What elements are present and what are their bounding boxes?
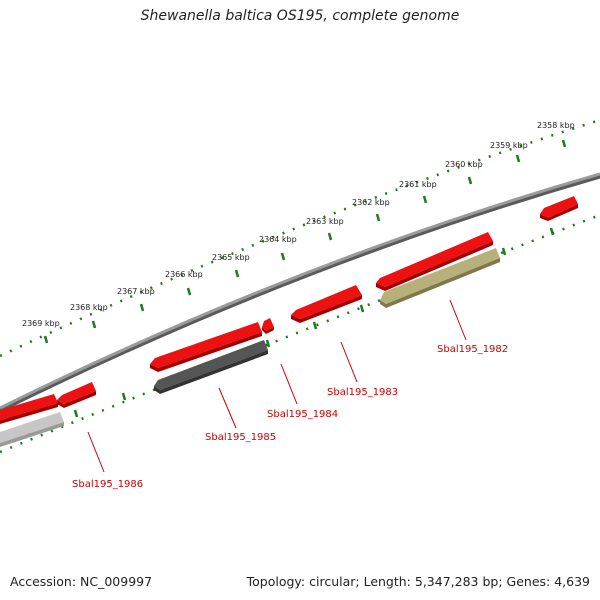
gene-reverse-1982[interactable] <box>380 248 500 308</box>
accession-text: Accession: NC_009997 <box>10 574 153 589</box>
gene-label-1986[interactable]: Sbal195_1986 <box>72 479 143 490</box>
tick-label-2368: 2368 kbp <box>70 303 108 312</box>
gene-label-1983[interactable]: Sbal195_1983 <box>327 387 398 398</box>
tick-label-2366: 2366 kbp <box>165 270 203 279</box>
gene-forward-1982-strip[interactable] <box>376 232 493 291</box>
gene-reverse-1986[interactable] <box>0 412 64 447</box>
tick-label-2361: 2361 kbp <box>399 180 437 189</box>
genome-backbone <box>0 172 600 410</box>
tick-label-2365: 2365 kbp <box>212 253 250 262</box>
tick-label-2358: 2358 kbp <box>537 121 575 130</box>
tick-label-2363: 2363 kbp <box>306 217 344 226</box>
leader-line-1986 <box>87 431 105 473</box>
gene-label-1985[interactable]: Sbal195_1985 <box>205 432 276 443</box>
gene-forward-1983[interactable] <box>291 285 362 323</box>
tick-label-2360: 2360 kbp <box>445 160 483 169</box>
leader-line-1984 <box>280 363 298 405</box>
tick-label-2369: 2369 kbp <box>22 319 60 328</box>
leader-line-1983 <box>340 341 358 383</box>
tick-label-2359: 2359 kbp <box>490 141 528 150</box>
tick-label-2362: 2362 kbp <box>352 198 390 207</box>
outer-major-ticks <box>43 139 567 344</box>
leader-line-1982 <box>449 299 467 341</box>
gene-label-1984[interactable]: Sbal195_1984 <box>267 409 338 420</box>
gene-reverse-1985[interactable] <box>154 340 268 394</box>
tick-label-2364: 2364 kbp <box>259 235 297 244</box>
leader-line-1985 <box>218 387 237 429</box>
map-title: Shewanella baltica OS195, complete genom… <box>140 8 460 24</box>
gene-forward-left-b[interactable] <box>0 394 58 424</box>
gene-forward-left-a[interactable] <box>57 382 96 408</box>
genome-backbone-shadow <box>0 173 600 413</box>
gene-label-1982[interactable]: Sbal195_1982 <box>437 344 508 355</box>
gene-forward-small[interactable] <box>262 318 274 334</box>
tick-label-2367: 2367 kbp <box>117 287 155 296</box>
topology-text: Topology: circular; Length: 5,347,283 bp… <box>246 574 590 589</box>
gene-forward-1984[interactable] <box>150 322 262 372</box>
gene-forward-top-right[interactable] <box>540 196 578 221</box>
